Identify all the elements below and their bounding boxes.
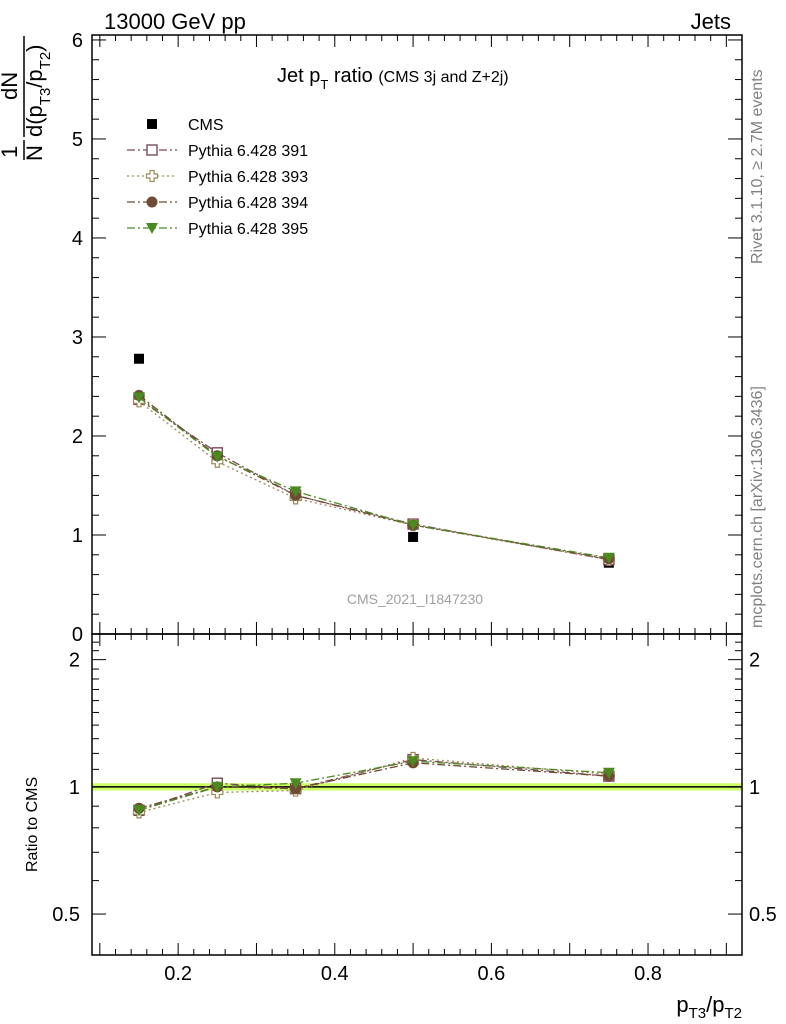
ratio-y-tick-label: 0.5 [52,904,80,926]
main-series-line [138,394,609,560]
main-series-2 [132,395,615,566]
main-series-0 [133,353,614,568]
ratio-series-line [138,762,609,809]
ratio-data-point [407,756,420,768]
legend-entry: CMS [147,117,224,134]
title-prefix: Jet p [277,65,320,87]
xlabel-sub-t2: T2 [724,1005,742,1022]
rivet-label: Rivet 3.1.10, ≥ 2.7M events [749,69,766,264]
ylabel-n: N [22,145,47,161]
legend-label: Pythia 6.428 394 [188,195,308,212]
main-panel: 0 1 2 3 4 5 6 [72,30,743,646]
main-y-tick-label: 5 [72,129,83,151]
xlabel-sub-t3: T3 [689,1005,707,1022]
ylabel-mid: /p [22,69,47,87]
ylabel-close: ) [22,44,47,51]
legend-marker [147,119,157,129]
legend-entry: Pythia 6.428 393 [127,169,308,186]
mcplots-label: mcplots.cern.ch [arXiv:1306.3436] [749,386,766,628]
main-series-1 [133,393,615,566]
main-series-4 [132,392,615,564]
main-y-tick-label: 4 [72,228,83,250]
legend-label: Pythia 6.428 391 [188,143,308,160]
main-y-tick-label: 3 [72,327,83,349]
x-tick-label: 0.6 [477,963,505,985]
main-series-line [138,398,609,561]
legend-marker [146,144,158,156]
plot-title: Jet pT ratio (CMS 3j and Z+2j) [277,65,509,92]
legend-marker [145,169,159,183]
ratio-y-tick-label: 1 [69,777,80,799]
ratio-data-point [289,778,302,790]
legend-marker [146,223,158,234]
legend-label: Pythia 6.428 393 [188,169,308,186]
xlabel-mid: /p [706,992,724,1017]
legend-marker [146,196,158,208]
x-tick-label: 0.8 [634,963,662,985]
legend-label: CMS [188,117,224,134]
xlabel: pT3/pT2 [676,992,742,1022]
main-series-3 [133,389,615,565]
ylabel-one: 1 [0,146,22,158]
main-data-point [602,552,615,564]
ratio-frame [91,633,743,956]
ratio-data-point [602,767,615,779]
ylabel-sub-t3: T3 [37,88,54,106]
analysis-watermark: CMS_2021_I1847230 [347,591,483,607]
ratio-panel: 0.2 0.4 0.6 0.8 0.5 0.5 1 1 2 2 [52,633,777,985]
legend-label: Pythia 6.428 395 [188,221,308,238]
x-tick-label: 0.2 [164,963,192,985]
title-sub: T [320,77,328,92]
ratio-y-tick-label-right: 0.5 [749,904,777,926]
main-y-tick-label: 0 [72,624,83,646]
ratio-data-point [211,781,224,793]
main-data-point [289,486,302,498]
legend-entry: Pythia 6.428 391 [127,143,308,160]
main-y-tick-label: 6 [72,30,83,52]
ylabel-dn: dN [0,72,22,100]
ratio-series-line [138,757,609,814]
ratio-y-tick-label-right: 1 [749,777,760,799]
main-data-point [211,451,224,463]
main-data-point [408,531,419,542]
main-y-tick-label: 2 [72,426,83,448]
legend-entry: Pythia 6.428 395 [127,221,308,238]
main-y-tick-label: 1 [72,525,83,547]
main-data-point [407,520,420,532]
main-ylabel: 1 N dN d(pT3/pT2) [0,36,54,161]
title-suffix: ratio [328,65,372,87]
process-label: Jets [691,9,731,34]
ylabel-sub-t2: T2 [37,52,54,70]
legend-entry: Pythia 6.428 394 [127,195,308,212]
main-data-point [132,392,145,404]
ratio-ylabel: Ratio to CMS [24,777,41,872]
ratio-y-tick-label: 2 [69,650,80,672]
energy-label: 13000 GeV pp [104,9,246,34]
xlabel-p: p [676,992,688,1017]
x-tick-label: 0.4 [321,963,349,985]
ratio-data-point [132,805,145,817]
ratio-series-3 [132,756,615,817]
main-series-line [138,400,609,561]
ylabel-d-text: d(p [22,105,47,137]
ylabel-d: d(pT3/pT2) [22,44,54,137]
legend: CMS Pythia 6.428 391 Pythia 6.428 393 Pythi… [127,117,308,238]
ratio-y-tick-label-right: 2 [749,650,760,672]
main-data-point [133,353,144,364]
title-note: (CMS 3j and Z+2j) [378,69,508,86]
main-series-line [138,396,609,559]
